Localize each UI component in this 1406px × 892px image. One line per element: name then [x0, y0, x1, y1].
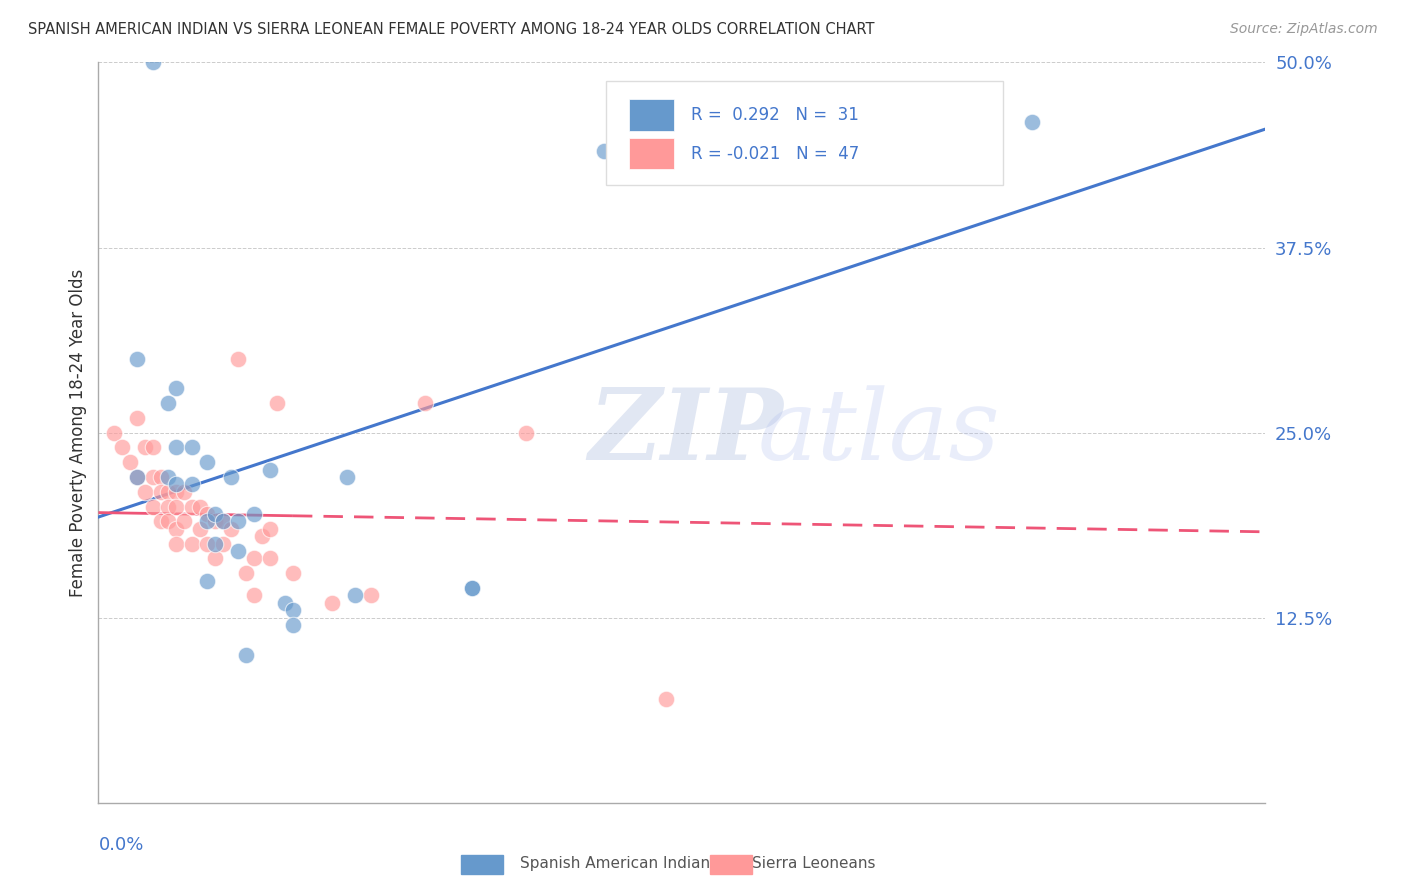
- Point: [180, 536, 202, 550]
- Point: [157, 396, 180, 410]
- Text: SPANISH AMERICAN INDIAN VS SIERRA LEONEAN FEMALE POVERTY AMONG 18-24 YEAR OLDS C: SPANISH AMERICAN INDIAN VS SIERRA LEONEA…: [28, 22, 875, 37]
- Point: [195, 574, 218, 588]
- Point: [655, 692, 678, 706]
- Point: [204, 551, 226, 566]
- Point: [188, 522, 211, 536]
- Text: Spanish American Indians: Spanish American Indians: [520, 856, 718, 871]
- Point: [259, 551, 281, 566]
- Point: [204, 536, 226, 550]
- Point: [281, 618, 304, 632]
- Point: [195, 507, 218, 521]
- Point: [515, 425, 537, 440]
- Text: R = -0.021   N =  47: R = -0.021 N = 47: [692, 145, 859, 162]
- Point: [228, 544, 250, 558]
- Point: [127, 351, 149, 366]
- Point: [212, 515, 235, 529]
- Text: Source: ZipAtlas.com: Source: ZipAtlas.com: [1230, 22, 1378, 37]
- Point: [142, 441, 165, 455]
- Point: [149, 515, 172, 529]
- Point: [142, 470, 165, 484]
- Point: [593, 145, 616, 159]
- Point: [336, 470, 359, 484]
- Point: [134, 441, 156, 455]
- Point: [266, 396, 288, 410]
- Point: [1021, 114, 1043, 128]
- Point: [165, 441, 187, 455]
- Point: [111, 441, 134, 455]
- Point: [235, 566, 257, 581]
- Point: [180, 500, 202, 514]
- Point: [165, 484, 187, 499]
- Point: [195, 536, 218, 550]
- Point: [157, 500, 180, 514]
- Point: [243, 589, 266, 603]
- Point: [228, 515, 250, 529]
- Point: [134, 484, 156, 499]
- Point: [204, 507, 226, 521]
- Point: [219, 470, 242, 484]
- Point: [149, 470, 172, 484]
- Point: [344, 589, 367, 603]
- Point: [142, 500, 165, 514]
- Point: [127, 470, 149, 484]
- Point: [180, 441, 202, 455]
- FancyBboxPatch shape: [630, 138, 673, 169]
- Point: [127, 410, 149, 425]
- Point: [127, 470, 149, 484]
- Point: [118, 455, 141, 469]
- Point: [165, 500, 187, 514]
- Point: [165, 381, 187, 395]
- Point: [157, 515, 180, 529]
- Point: [212, 536, 235, 550]
- Point: [165, 522, 187, 536]
- Text: ZIP: ZIP: [589, 384, 783, 481]
- Point: [103, 425, 125, 440]
- Point: [250, 529, 273, 543]
- Point: [195, 515, 218, 529]
- Point: [360, 589, 382, 603]
- Point: [413, 396, 436, 410]
- Point: [204, 515, 226, 529]
- Point: [173, 515, 195, 529]
- Point: [461, 581, 484, 595]
- Point: [228, 351, 250, 366]
- Text: 0.0%: 0.0%: [98, 836, 143, 855]
- Y-axis label: Female Poverty Among 18-24 Year Olds: Female Poverty Among 18-24 Year Olds: [69, 268, 87, 597]
- Point: [281, 603, 304, 617]
- Point: [461, 581, 484, 595]
- Point: [142, 55, 165, 70]
- Point: [195, 455, 218, 469]
- Point: [259, 522, 281, 536]
- Point: [165, 536, 187, 550]
- FancyBboxPatch shape: [630, 99, 673, 130]
- Text: Sierra Leoneans: Sierra Leoneans: [752, 856, 876, 871]
- Point: [173, 484, 195, 499]
- Point: [165, 477, 187, 491]
- FancyBboxPatch shape: [606, 81, 1002, 185]
- Text: atlas: atlas: [758, 385, 1001, 480]
- Point: [149, 484, 172, 499]
- Point: [243, 507, 266, 521]
- Text: R =  0.292   N =  31: R = 0.292 N = 31: [692, 106, 859, 124]
- Point: [157, 484, 180, 499]
- Point: [157, 470, 180, 484]
- Point: [219, 522, 242, 536]
- Point: [212, 515, 235, 529]
- Point: [180, 477, 202, 491]
- Point: [321, 596, 343, 610]
- Point: [274, 596, 297, 610]
- Point: [235, 648, 257, 662]
- Point: [188, 500, 211, 514]
- Point: [281, 566, 304, 581]
- Point: [259, 462, 281, 476]
- Point: [243, 551, 266, 566]
